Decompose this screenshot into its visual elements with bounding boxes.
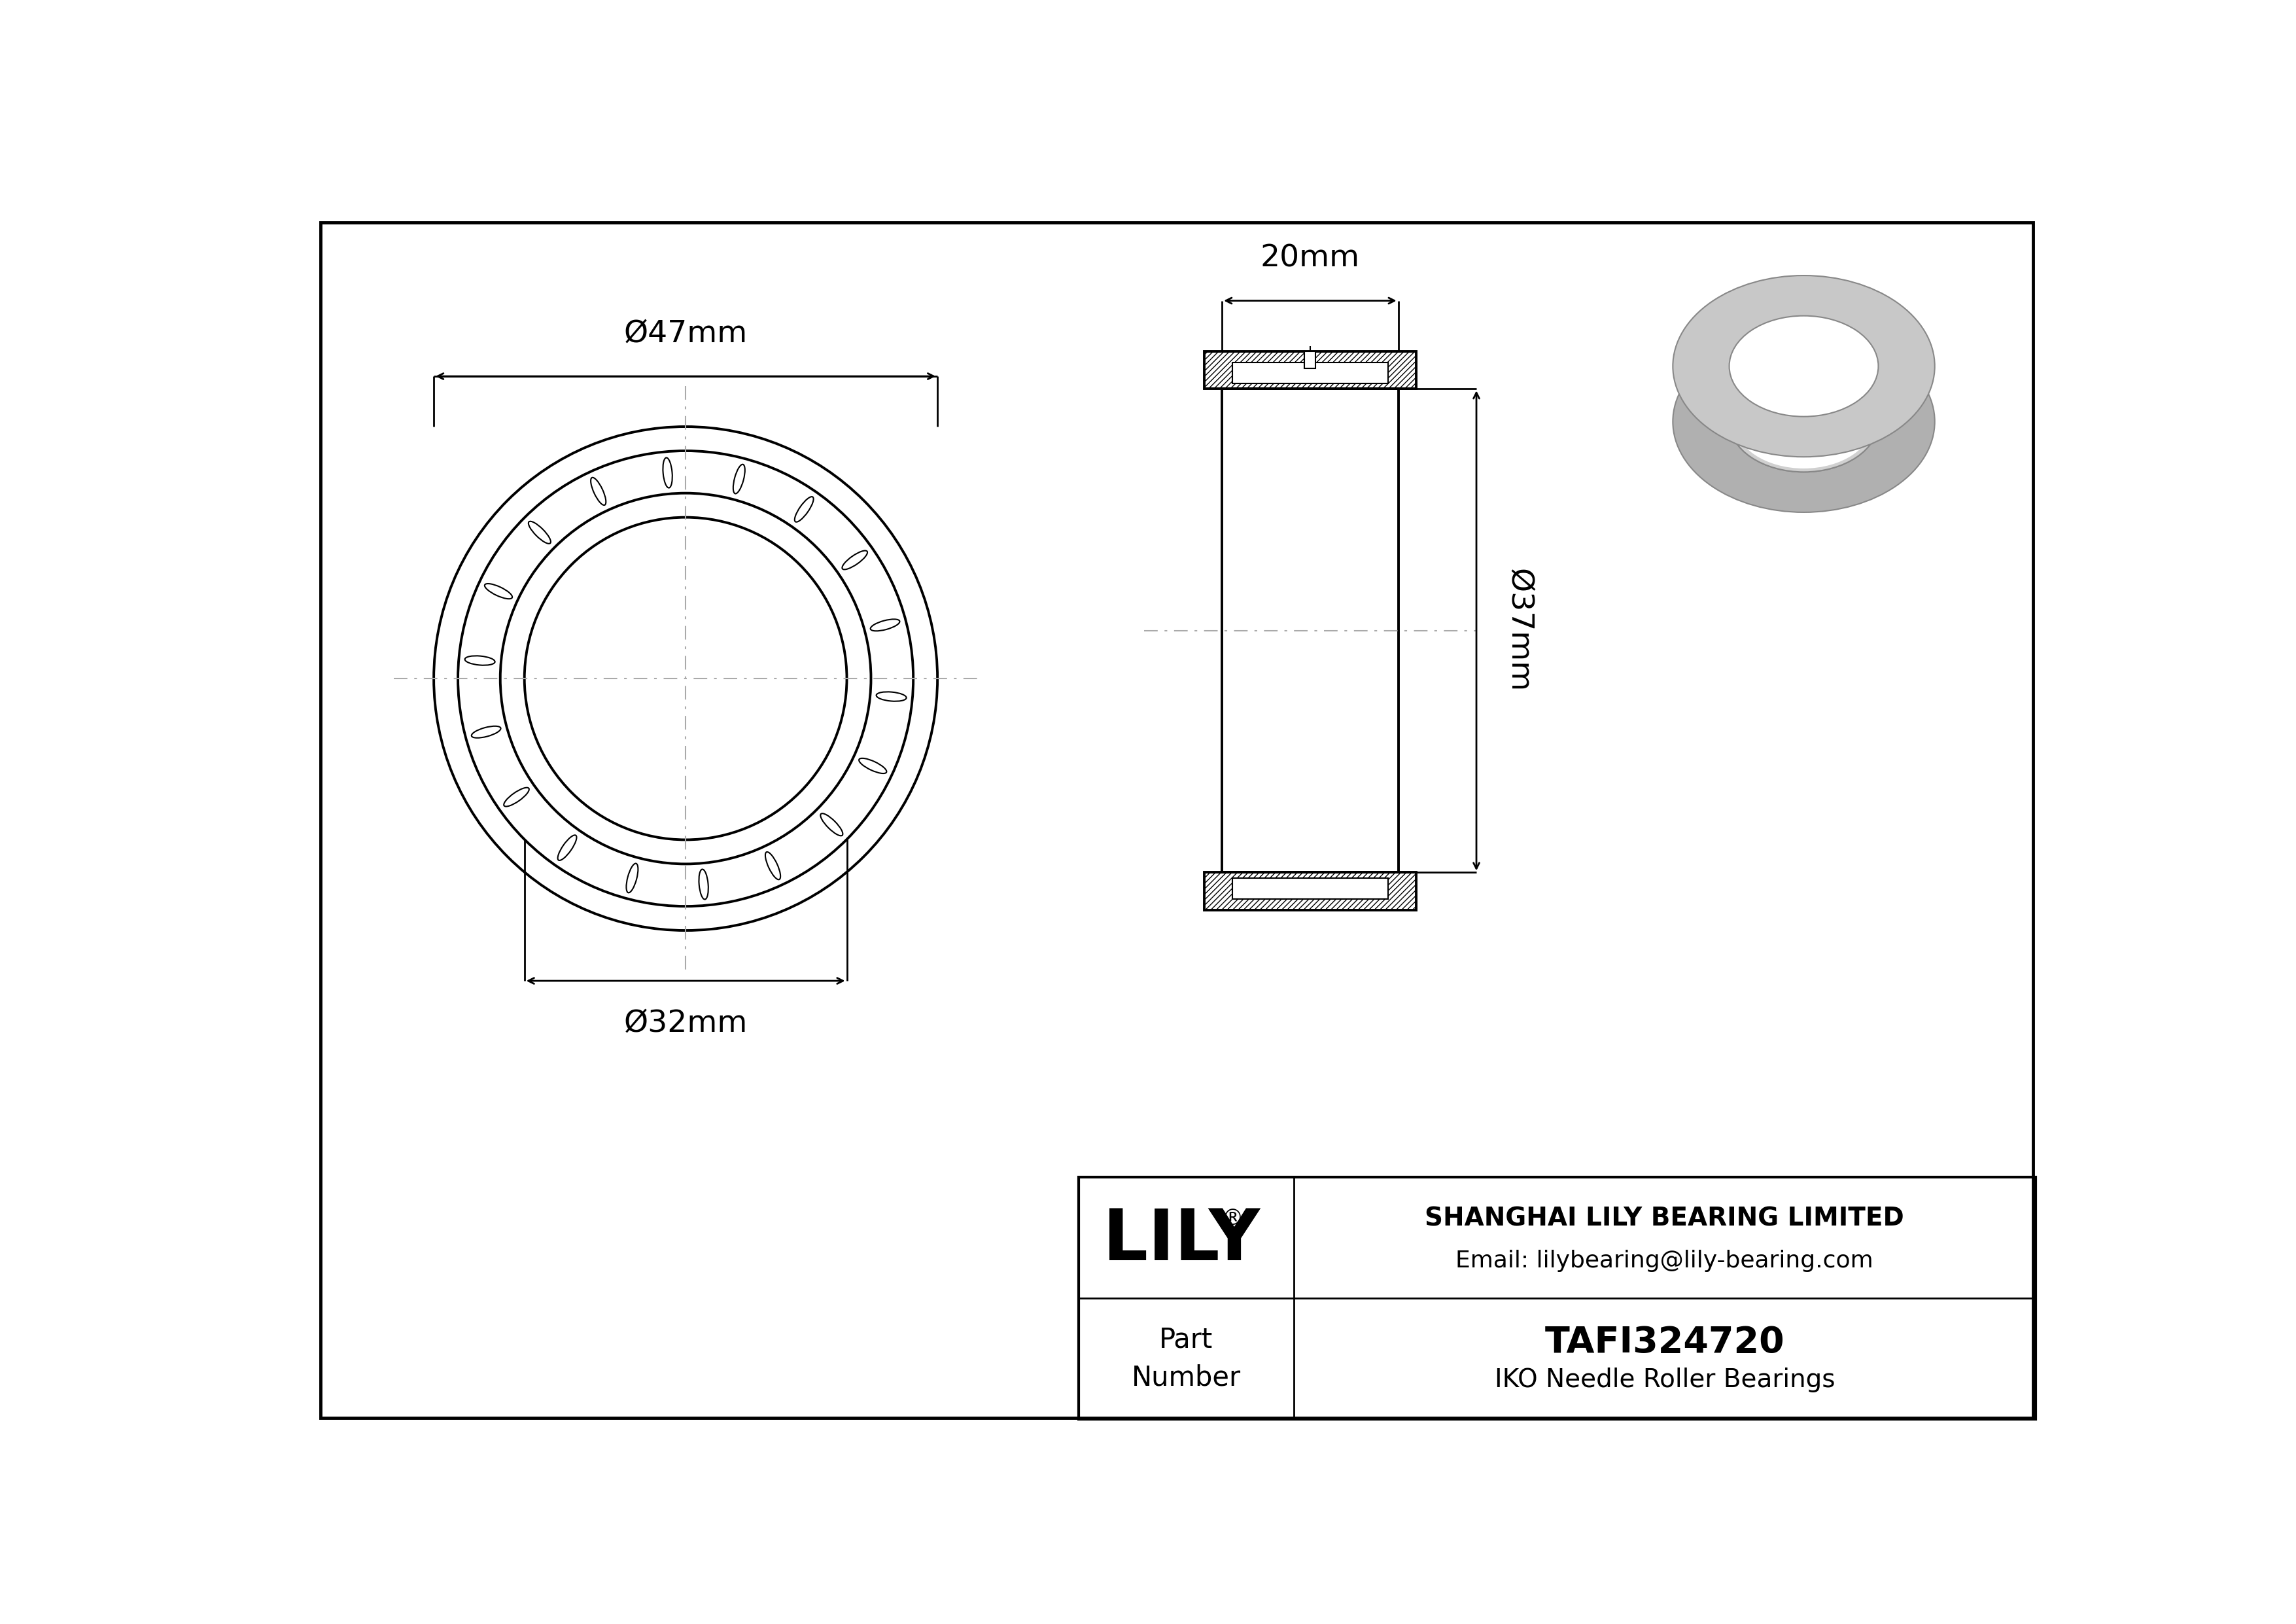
Text: SHANGHAI LILY BEARING LIMITED: SHANGHAI LILY BEARING LIMITED: [1426, 1207, 1903, 1231]
Ellipse shape: [1729, 372, 1878, 473]
Text: IKO Needle Roller Bearings: IKO Needle Roller Bearings: [1495, 1367, 1835, 1392]
Polygon shape: [1674, 276, 1805, 512]
Text: 20mm: 20mm: [1261, 244, 1359, 273]
Bar: [1205, 872, 1417, 911]
Text: Ø32mm: Ø32mm: [625, 1009, 748, 1038]
Bar: [1205, 351, 1417, 388]
Ellipse shape: [1674, 276, 1936, 456]
Bar: [1205, 872, 1417, 911]
Bar: [1079, 1177, 2037, 1419]
Bar: [1233, 362, 1389, 383]
Text: Ø37mm: Ø37mm: [1504, 568, 1534, 692]
Text: Ø47mm: Ø47mm: [625, 318, 748, 349]
Text: Part
Number: Part Number: [1132, 1325, 1240, 1392]
Text: LILY: LILY: [1102, 1205, 1261, 1275]
Ellipse shape: [1729, 372, 1878, 473]
Bar: [1205, 351, 1417, 388]
Ellipse shape: [1674, 331, 1936, 512]
Ellipse shape: [1729, 315, 1878, 417]
Text: ®: ®: [1221, 1208, 1244, 1229]
Ellipse shape: [1733, 375, 1874, 468]
Bar: [1304, 351, 1316, 369]
Text: TAFI324720: TAFI324720: [1545, 1325, 1784, 1361]
Text: Email: lilybearing@lily-bearing.com: Email: lilybearing@lily-bearing.com: [1456, 1250, 1874, 1272]
Bar: [1221, 388, 1398, 872]
Bar: [1233, 879, 1389, 900]
